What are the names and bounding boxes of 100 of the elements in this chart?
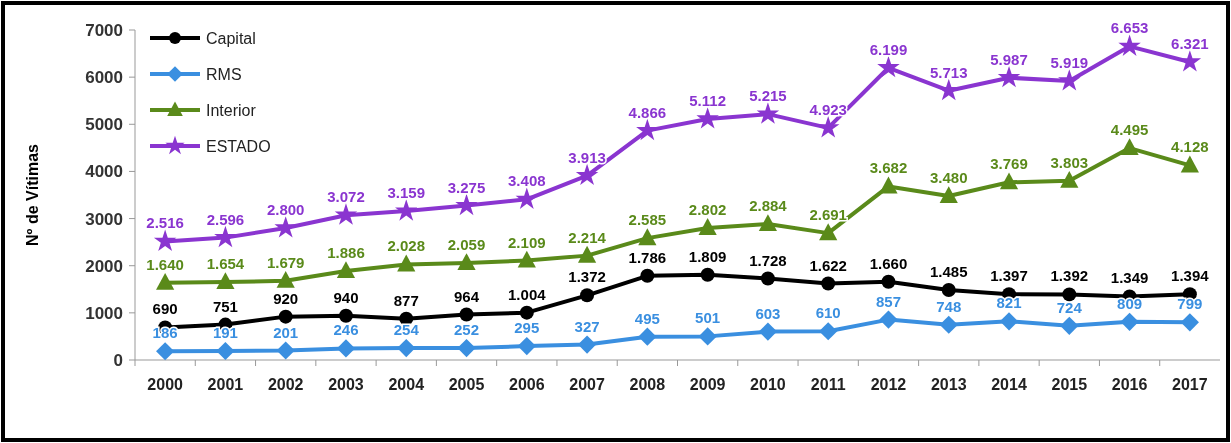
point — [276, 271, 295, 288]
data-label: 3.159 — [387, 184, 426, 202]
point — [821, 276, 836, 291]
point — [700, 267, 715, 282]
y-tick-label: 3000 — [85, 209, 123, 229]
point — [334, 203, 358, 225]
point — [879, 176, 898, 194]
x-tick-label: 2006 — [509, 376, 545, 393]
data-label: 1.004 — [508, 285, 547, 303]
data-label: 2.596 — [206, 210, 245, 228]
data-label: 6.653 — [1110, 19, 1149, 37]
point — [580, 288, 595, 303]
point — [696, 107, 719, 129]
data-label: 940 — [333, 288, 359, 306]
data-label: 246 — [333, 321, 359, 339]
point — [1180, 155, 1199, 173]
data-label: 1.372 — [568, 268, 606, 286]
point — [638, 228, 657, 246]
data-label: 186 — [152, 324, 178, 342]
x-tick-label: 2014 — [991, 376, 1027, 393]
data-label: 2.028 — [387, 237, 426, 255]
point — [156, 342, 175, 361]
data-label: 2.059 — [447, 235, 486, 253]
point — [939, 315, 958, 334]
y-tick-label: 0 — [113, 350, 123, 370]
data-label: 2.800 — [266, 201, 305, 218]
y-tick-label: 4000 — [85, 162, 123, 182]
point — [698, 327, 717, 346]
point — [459, 307, 474, 322]
data-label: 1.640 — [146, 255, 184, 273]
data-label: 6.321 — [1171, 35, 1209, 53]
y-tick-label: 5000 — [85, 115, 123, 135]
point — [758, 214, 778, 232]
point — [276, 341, 295, 360]
data-label: 4.866 — [628, 103, 667, 121]
point — [575, 163, 599, 186]
point — [397, 338, 416, 358]
data-label: 857 — [875, 292, 901, 310]
data-label: 821 — [996, 294, 1022, 312]
data-label: 5.987 — [990, 50, 1028, 68]
x-tick-label: 2008 — [629, 376, 666, 393]
data-label: 964 — [454, 287, 480, 305]
point — [274, 216, 297, 238]
point — [278, 309, 293, 324]
data-label: 295 — [514, 319, 540, 337]
point — [698, 218, 717, 235]
data-label: 690 — [152, 300, 178, 318]
data-label: 610 — [815, 304, 841, 322]
data-label: 3.072 — [327, 188, 365, 206]
data-label: 3.408 — [508, 172, 546, 190]
point — [881, 274, 896, 289]
point — [153, 229, 177, 251]
point — [999, 172, 1019, 190]
data-label: 4.495 — [1110, 121, 1149, 139]
point — [577, 245, 597, 263]
point — [214, 225, 237, 248]
x-tick-label: 2003 — [328, 376, 364, 393]
point — [819, 322, 838, 341]
data-label: 809 — [1117, 294, 1143, 312]
point — [336, 261, 356, 279]
point — [1060, 170, 1079, 188]
point — [819, 223, 838, 241]
data-label: 1.485 — [929, 262, 968, 280]
point — [457, 339, 476, 358]
x-tick-label: 2002 — [267, 376, 304, 393]
legend-label: RMS — [206, 65, 242, 83]
x-tick-label: 2000 — [147, 376, 184, 393]
x-tick-label: 2013 — [930, 376, 967, 393]
data-label: 2.109 — [508, 233, 546, 251]
data-label: 1.728 — [749, 251, 787, 269]
data-label: 5.112 — [689, 92, 726, 110]
x-tick-label: 2005 — [448, 376, 485, 393]
data-label: 724 — [1056, 298, 1083, 316]
point — [216, 341, 235, 361]
data-label: 201 — [273, 323, 299, 341]
point — [638, 327, 657, 346]
data-label: 327 — [574, 317, 600, 335]
point — [517, 250, 536, 268]
data-label: 2.585 — [628, 211, 667, 229]
data-label: 1.392 — [1050, 267, 1089, 285]
point — [517, 336, 536, 356]
data-label: 3.769 — [990, 155, 1028, 173]
data-label: 3.913 — [568, 148, 606, 166]
point — [997, 65, 1021, 88]
point — [941, 282, 956, 297]
data-label: 1.654 — [206, 255, 245, 273]
data-label: 1.397 — [990, 267, 1028, 285]
data-label: 2.214 — [568, 228, 607, 246]
legend-label: ESTADO — [206, 137, 271, 155]
data-label: 5.713 — [929, 63, 968, 81]
y-tick-label: 6000 — [85, 68, 123, 88]
data-label: 1.394 — [1171, 267, 1210, 285]
point — [636, 118, 659, 141]
point — [939, 186, 958, 203]
data-label: 3.275 — [447, 178, 486, 196]
point — [336, 339, 356, 358]
point — [1118, 34, 1141, 56]
point — [395, 199, 418, 221]
point — [156, 272, 175, 290]
data-label: 920 — [273, 289, 299, 307]
